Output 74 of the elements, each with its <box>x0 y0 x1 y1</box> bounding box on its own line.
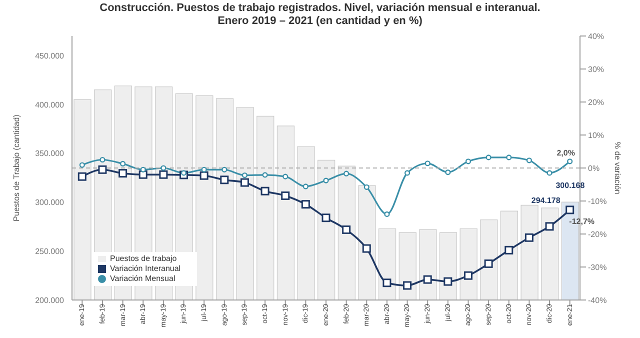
point <box>220 176 229 184</box>
point <box>282 174 288 180</box>
legend-label: Puestos de trabajo <box>110 254 177 263</box>
point <box>344 170 350 176</box>
point <box>524 233 534 242</box>
point <box>79 162 85 168</box>
point <box>362 244 371 253</box>
y2-tick-label: -10% <box>588 196 607 206</box>
point <box>403 281 412 290</box>
y2-tick-label: 10% <box>588 130 604 140</box>
point <box>120 160 126 167</box>
y2-axis-title: % de variación <box>613 142 622 194</box>
y-tick-label: 300.000 <box>35 198 65 208</box>
point <box>445 169 451 176</box>
y2-tick-label: 40% <box>588 32 604 41</box>
point <box>546 170 552 176</box>
point <box>98 165 107 174</box>
y-axis-title: Puestos de Trabajo (cantidad) <box>12 114 21 222</box>
y2-tick-label: 20% <box>588 98 604 107</box>
y2-tick-label: -30% <box>588 262 607 272</box>
point <box>281 191 290 200</box>
point <box>486 154 492 160</box>
point <box>222 166 228 172</box>
point <box>160 165 166 171</box>
point <box>545 222 554 231</box>
point <box>200 171 208 180</box>
y2-tick-label: 0% <box>588 164 600 173</box>
data-label: 2,0% <box>556 148 575 158</box>
point <box>506 154 512 160</box>
point <box>159 170 168 179</box>
point <box>423 275 432 284</box>
point <box>526 158 532 164</box>
data-label: 294.178 <box>531 196 561 205</box>
point <box>404 170 410 176</box>
point <box>484 259 493 268</box>
point <box>444 277 452 286</box>
legend-label: Variación Mensual <box>110 274 176 283</box>
chart-subtitle: Enero 2019 – 2021 (en cantidad y en %) <box>216 15 424 28</box>
y2-tick-label: -40% <box>588 296 607 305</box>
y2-tick-label: -20% <box>588 230 607 239</box>
point <box>240 178 249 187</box>
point <box>504 246 514 254</box>
point <box>424 160 430 166</box>
point <box>342 225 351 234</box>
point <box>464 271 472 280</box>
point <box>465 158 472 164</box>
data-label: 300.168 <box>556 181 586 190</box>
point <box>364 184 370 190</box>
point <box>118 169 128 178</box>
point <box>301 200 310 209</box>
point <box>242 172 248 178</box>
y-tick-label: 400.000 <box>35 100 65 110</box>
point <box>382 278 392 288</box>
point <box>302 184 308 190</box>
y-tick-label: 250.000 <box>35 246 65 256</box>
point <box>566 206 574 214</box>
legend-label: Variación Interanual <box>110 264 181 273</box>
y2-tick-label: 30% <box>588 64 604 74</box>
point <box>384 211 390 217</box>
point <box>78 172 86 181</box>
point <box>262 172 268 178</box>
point <box>322 214 330 222</box>
point <box>140 166 146 172</box>
point <box>323 178 329 184</box>
point <box>567 158 573 164</box>
point <box>201 166 207 172</box>
point <box>138 170 148 179</box>
point <box>260 186 270 196</box>
point <box>100 156 106 163</box>
point <box>180 170 187 176</box>
y-tick-label: 450.000 <box>35 51 65 60</box>
y-tick-label: 350.000 <box>35 149 65 158</box>
y-tick-label: 200.000 <box>35 296 65 305</box>
chart-title: Construcción. Puestos de trabajo registrados. Nivel, variación mensual e interanual. <box>98 2 542 15</box>
